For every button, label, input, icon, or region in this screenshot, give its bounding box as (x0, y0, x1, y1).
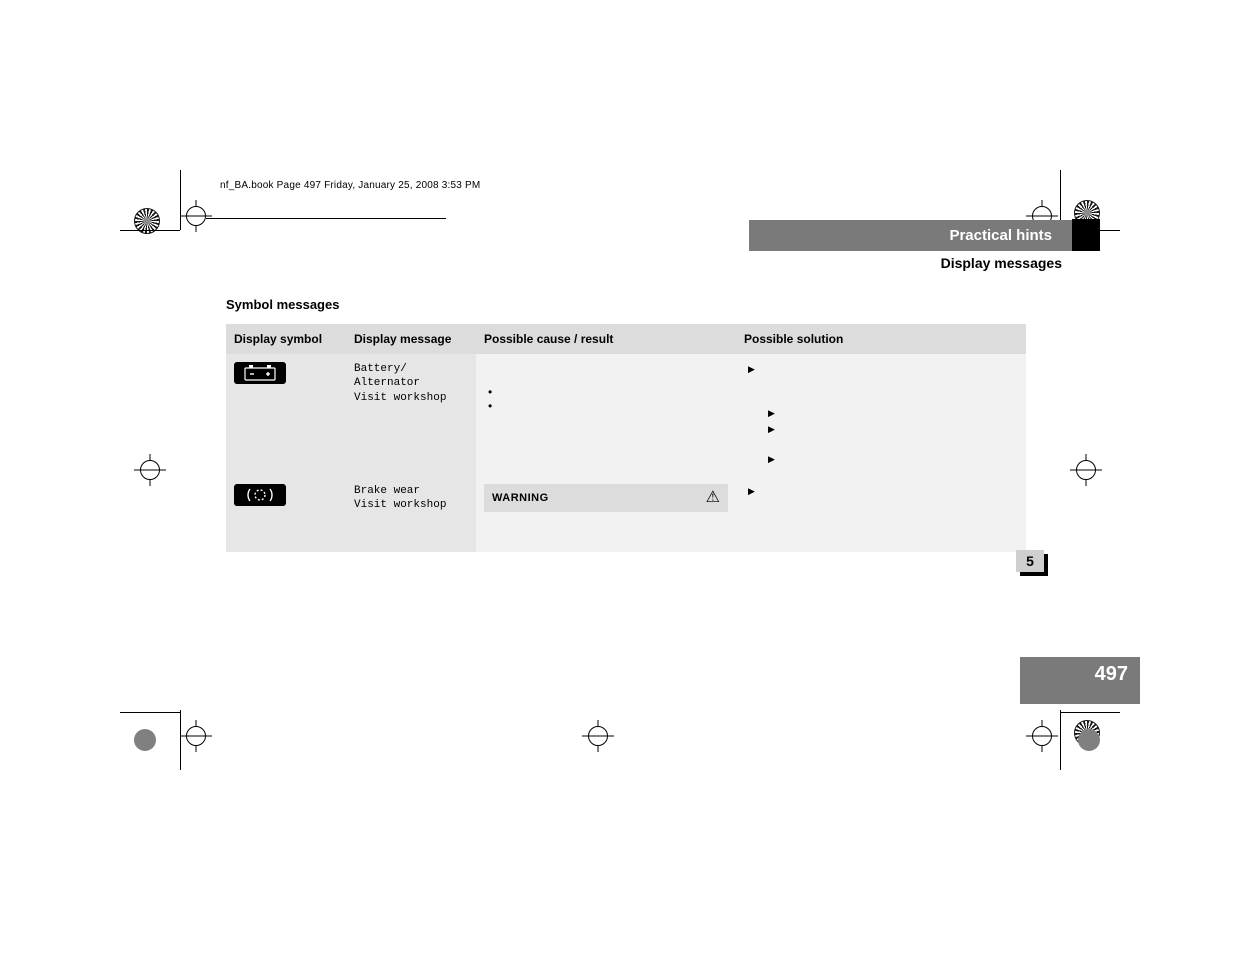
warning-triangle-icon: ⚠ (706, 490, 720, 506)
registration-target (588, 726, 608, 746)
warning-label: WARNING (492, 492, 549, 504)
solution-list (744, 362, 1018, 468)
col-header-symbol: Display symbol (226, 324, 346, 354)
cause-bullet (488, 398, 728, 412)
cell-message: Battery/ Alternator Visit workshop (346, 354, 476, 476)
table-row: Battery/ Alternator Visit workshop (226, 354, 1026, 476)
registration-target (186, 726, 206, 746)
message-text: Battery/ Alternator Visit workshop (354, 362, 468, 405)
cell-cause (476, 354, 736, 476)
cell-solution (736, 476, 1026, 552)
col-header-cause: Possible cause / result (476, 324, 736, 354)
cause-bullet (488, 384, 728, 398)
battery-icon (234, 362, 286, 384)
subsection-title: Symbol messages (226, 297, 1110, 312)
crop-line (120, 712, 180, 713)
page-number: 497 (1020, 657, 1140, 692)
message-text: Brake wear Visit workshop (354, 484, 468, 513)
registration-target (1032, 726, 1052, 746)
table-row: Brake wear Visit workshop WARNING ⚠ (226, 476, 1026, 552)
solution-step (748, 362, 1018, 378)
cell-solution (736, 354, 1026, 476)
solution-list (744, 484, 1018, 500)
crop-line (1060, 712, 1120, 713)
page-number-bar (1020, 692, 1140, 704)
section-tab: 5 (1016, 550, 1044, 572)
col-header-solution: Possible solution (736, 324, 1026, 354)
messages-table: Display symbol Display message Possible … (226, 324, 1026, 552)
running-header: nf_BA.book Page 497 Friday, January 25, … (220, 180, 1110, 191)
cell-message: Brake wear Visit workshop (346, 476, 476, 552)
crop-line (180, 710, 181, 770)
section-title: Display messages (941, 255, 1062, 271)
solution-step (768, 406, 1018, 422)
messages-table-wrap: Display symbol Display message Possible … (226, 324, 1026, 552)
title-stack: Practical hints Display messages (120, 219, 1110, 279)
brake-wear-icon (234, 484, 286, 506)
chapter-title: Practical hints (749, 220, 1072, 251)
solution-step (768, 422, 1018, 438)
cell-cause: WARNING ⚠ (476, 476, 736, 552)
cause-list (484, 384, 728, 412)
solution-step (748, 484, 1018, 500)
chapter-bar: Practical hints (749, 219, 1100, 251)
cell-symbol (226, 354, 346, 476)
chapter-bar-end (1072, 219, 1100, 251)
warning-box: WARNING ⚠ (484, 484, 728, 512)
crop-line (1060, 710, 1061, 770)
table-header-row: Display symbol Display message Possible … (226, 324, 1026, 354)
col-header-message: Display message (346, 324, 476, 354)
cell-symbol (226, 476, 346, 552)
page-number-block: 497 (1020, 657, 1140, 704)
crop-dot (134, 729, 156, 751)
page-container: nf_BA.book Page 497 Friday, January 25, … (120, 180, 1110, 552)
crop-dot (1078, 729, 1100, 751)
solution-step (768, 452, 1018, 468)
